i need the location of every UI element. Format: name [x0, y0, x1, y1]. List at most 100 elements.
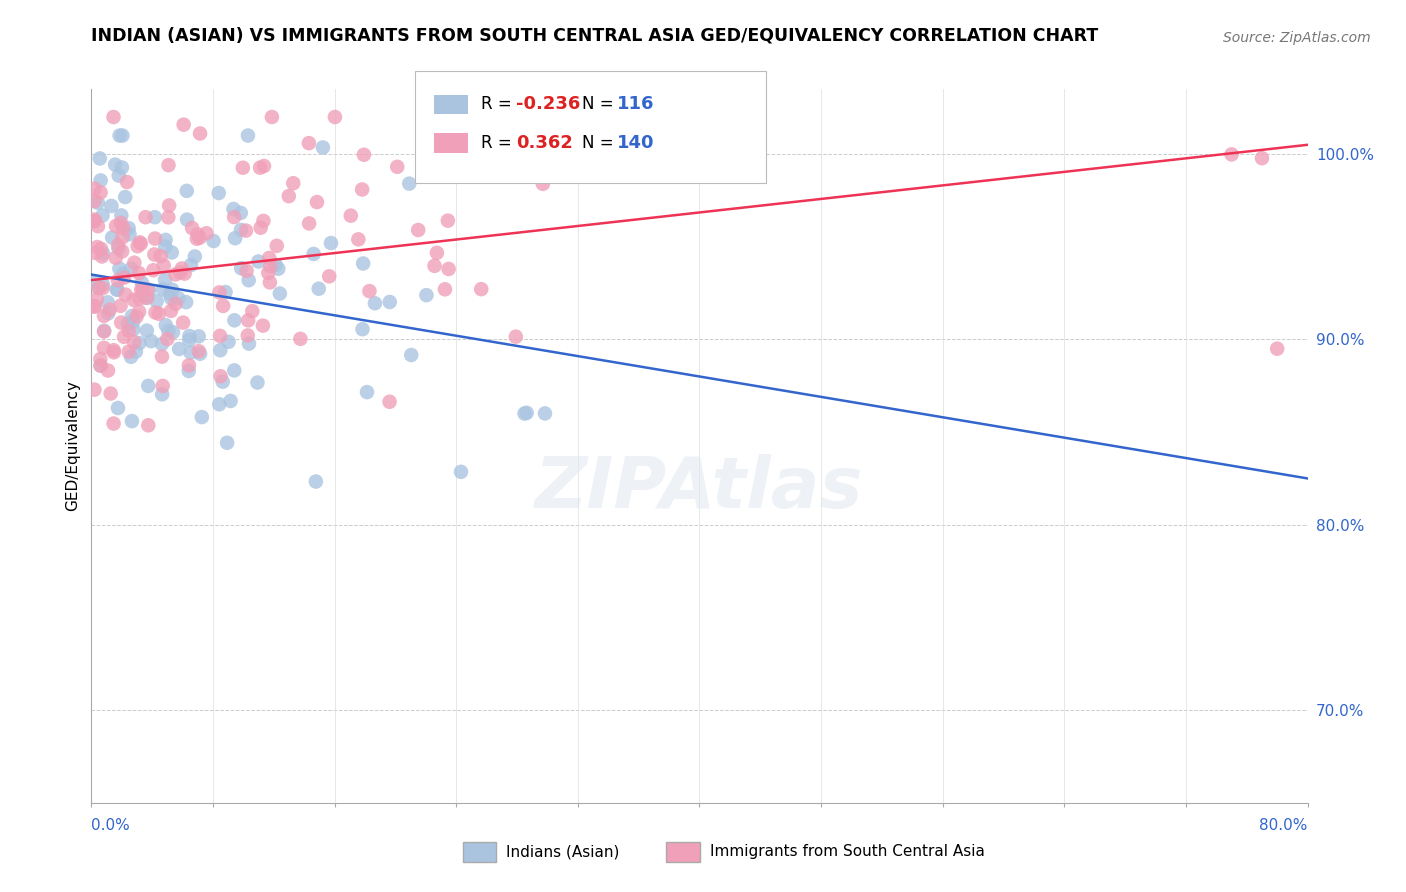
Point	[218, 334, 240, 349]
Point	[128, 304, 150, 318]
Point	[202, 234, 225, 248]
Point	[108, 128, 131, 143]
Point	[86, 240, 108, 254]
Point	[120, 261, 142, 276]
Point	[84, 245, 107, 260]
Point	[235, 224, 257, 238]
Point	[191, 410, 214, 425]
Point	[169, 265, 191, 279]
Point	[188, 230, 211, 244]
Point	[111, 161, 134, 175]
Point	[167, 291, 190, 305]
Point	[179, 333, 201, 347]
Point	[128, 336, 150, 351]
Point	[83, 214, 105, 228]
Point	[398, 177, 420, 191]
Point	[152, 283, 174, 297]
Point	[150, 337, 173, 351]
Point	[157, 158, 180, 172]
Point	[217, 435, 239, 450]
Point	[359, 284, 381, 298]
Point	[246, 376, 269, 390]
Point	[290, 332, 312, 346]
Point	[122, 314, 145, 328]
Point	[232, 161, 254, 175]
Point	[129, 236, 152, 251]
Point	[112, 330, 135, 344]
Point	[283, 176, 305, 190]
Point	[277, 189, 299, 203]
Point	[110, 209, 132, 223]
Point	[516, 406, 538, 420]
Point	[93, 324, 115, 338]
Point	[90, 186, 112, 200]
Point	[86, 292, 108, 306]
Point	[83, 182, 105, 196]
Point	[236, 128, 259, 143]
Point	[135, 210, 157, 224]
Point	[318, 269, 340, 284]
Point	[505, 329, 527, 343]
Point	[1265, 342, 1288, 356]
Point	[224, 210, 246, 224]
Point	[93, 309, 115, 323]
Point	[264, 258, 287, 272]
Text: ZIPAtlas: ZIPAtlas	[536, 454, 863, 524]
Point	[111, 128, 134, 143]
Point	[356, 385, 378, 400]
Point	[131, 276, 153, 290]
Point	[143, 247, 166, 261]
Point	[423, 259, 446, 273]
Point	[160, 291, 183, 305]
Point	[122, 335, 145, 350]
Point	[209, 369, 232, 384]
Point	[97, 306, 120, 320]
Point	[257, 251, 280, 265]
Point	[352, 256, 374, 270]
Point	[157, 211, 180, 225]
Point	[114, 287, 136, 301]
Point	[308, 282, 330, 296]
Point	[235, 264, 257, 278]
Point	[120, 350, 142, 364]
Point	[184, 250, 207, 264]
Point	[87, 195, 110, 210]
Point	[173, 267, 195, 281]
Point	[100, 386, 122, 401]
Point	[229, 206, 252, 220]
Point	[90, 250, 112, 264]
Point	[93, 325, 115, 339]
Point	[83, 214, 105, 228]
Point	[249, 220, 271, 235]
Point	[162, 325, 184, 339]
Point	[208, 397, 231, 411]
Text: -0.236: -0.236	[516, 95, 581, 113]
Point	[387, 160, 409, 174]
Point	[118, 221, 141, 235]
Text: 116: 116	[617, 95, 655, 113]
Point	[136, 291, 159, 305]
Point	[253, 159, 276, 173]
Point	[187, 344, 209, 359]
Point	[89, 352, 111, 367]
Text: 0.0%: 0.0%	[91, 818, 131, 832]
Point	[97, 363, 120, 377]
Point	[127, 239, 149, 253]
Point	[104, 157, 127, 171]
Point	[90, 173, 112, 187]
Point	[103, 345, 125, 359]
Point	[214, 285, 236, 299]
Point	[128, 266, 150, 280]
Point	[259, 260, 281, 274]
Point	[83, 212, 105, 227]
Point	[165, 268, 187, 282]
Point	[353, 147, 375, 161]
Point	[114, 190, 136, 204]
Point	[159, 286, 181, 301]
Point	[107, 238, 129, 252]
Point	[91, 277, 114, 292]
Point	[129, 283, 152, 297]
Point	[90, 359, 112, 373]
Point	[266, 239, 288, 253]
Point	[224, 231, 246, 245]
